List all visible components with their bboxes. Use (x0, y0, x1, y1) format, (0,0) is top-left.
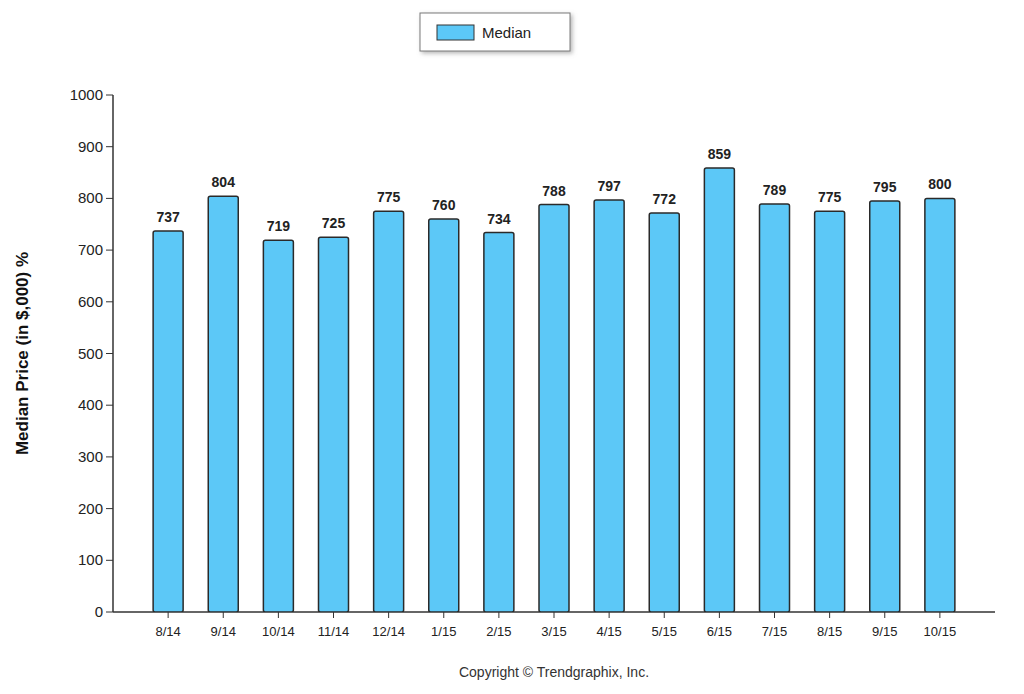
bars (153, 168, 955, 612)
bar (594, 200, 624, 612)
x-tick (939, 612, 940, 618)
x-tick (554, 612, 555, 618)
x-tick (498, 612, 499, 618)
bar (815, 211, 845, 612)
copyright: Copyright © Trendgraphix, Inc. (459, 664, 649, 680)
data-label: 775 (377, 189, 401, 205)
y-tick (106, 146, 113, 147)
bar (649, 213, 679, 612)
y-axis-title: Median Price (in $,000) % (13, 252, 32, 455)
x-tick (719, 612, 720, 618)
data-label: 795 (873, 179, 897, 195)
bar (484, 233, 514, 612)
y-tick-label: 100 (78, 551, 103, 568)
bar (429, 219, 459, 612)
y-tick-label: 700 (78, 241, 103, 258)
x-tick (333, 612, 334, 618)
data-label: 804 (212, 174, 236, 190)
legend-swatch (437, 25, 474, 40)
bar (704, 168, 734, 612)
y-tick-label: 0 (95, 603, 103, 620)
x-tick (774, 612, 775, 618)
y-tick-label: 200 (78, 500, 103, 517)
data-label: 725 (322, 215, 346, 231)
x-tick-label: 2/15 (486, 624, 511, 639)
data-label: 789 (763, 182, 787, 198)
bar (263, 240, 293, 612)
y-tick-label: 800 (78, 189, 103, 206)
x-tick-label: 12/14 (372, 624, 405, 639)
x-tick-label: 1/15 (431, 624, 456, 639)
x-tick-label: 10/15 (924, 624, 957, 639)
x-tick (443, 612, 444, 618)
x-tick (278, 612, 279, 618)
bar (870, 201, 900, 612)
y-tick (106, 250, 113, 251)
x-tick (388, 612, 389, 618)
x-tick-label: 4/15 (596, 624, 621, 639)
x-tick-label: 6/15 (707, 624, 732, 639)
y-tick (106, 405, 113, 406)
data-label: 859 (708, 146, 732, 162)
y-tick (106, 198, 113, 199)
data-label: 797 (597, 178, 621, 194)
x-tick-label: 5/15 (652, 624, 677, 639)
bar (319, 237, 349, 612)
data-labels: 737 804 719 725 775 760 734 788 797 772 859 789 775 7… (156, 146, 951, 234)
y-tick (106, 560, 113, 561)
y-tick-label: 400 (78, 396, 103, 413)
y-tick (106, 301, 113, 302)
y-axis: 0 100 200 300 400 500 600 700 800 900 1000 (70, 86, 113, 620)
data-label: 800 (928, 176, 952, 192)
x-tick-label: 8/15 (817, 624, 842, 639)
data-label: 719 (267, 218, 291, 234)
data-label: 760 (432, 197, 456, 213)
bar (153, 231, 183, 612)
y-tick (106, 612, 113, 613)
data-label: 734 (487, 211, 511, 227)
legend-box (420, 13, 570, 51)
data-label: 772 (653, 191, 677, 207)
x-tick-label: 3/15 (541, 624, 566, 639)
data-label: 737 (156, 209, 180, 225)
bar (374, 211, 404, 612)
y-tick (106, 353, 113, 354)
x-tick-label: 9/14 (211, 624, 236, 639)
x-tick (168, 612, 169, 618)
x-tick (223, 612, 224, 618)
x-tick-label: 7/15 (762, 624, 787, 639)
x-tick-label: 8/14 (155, 624, 180, 639)
legend-label: Median (482, 24, 531, 41)
bar (760, 204, 790, 612)
x-tick-label: 9/15 (872, 624, 897, 639)
x-tick-label: 11/14 (318, 624, 350, 639)
x-axis: 8/14 9/14 10/14 11/14 12/14 1/15 2/15 3/15 4/15 5… (113, 612, 995, 639)
chart: Median 0 100 200 300 400 500 600 700 800 900 1000 Me… (0, 0, 1024, 694)
y-tick-label: 1000 (70, 86, 103, 103)
data-label: 775 (818, 189, 842, 205)
bar (539, 205, 569, 612)
x-tick-label: 10/14 (262, 624, 295, 639)
bar (208, 196, 238, 612)
bar (925, 198, 955, 612)
y-tick-label: 300 (78, 448, 103, 465)
y-tick-label: 600 (78, 293, 103, 310)
legend: Median (420, 13, 570, 51)
x-tick (664, 612, 665, 618)
y-tick (106, 456, 113, 457)
y-tick-label: 500 (78, 345, 103, 362)
y-tick (106, 508, 113, 509)
data-label: 788 (542, 183, 566, 199)
x-tick (829, 612, 830, 618)
y-tick-label: 900 (78, 138, 103, 155)
x-tick (884, 612, 885, 618)
y-tick (106, 95, 113, 96)
x-tick (609, 612, 610, 618)
